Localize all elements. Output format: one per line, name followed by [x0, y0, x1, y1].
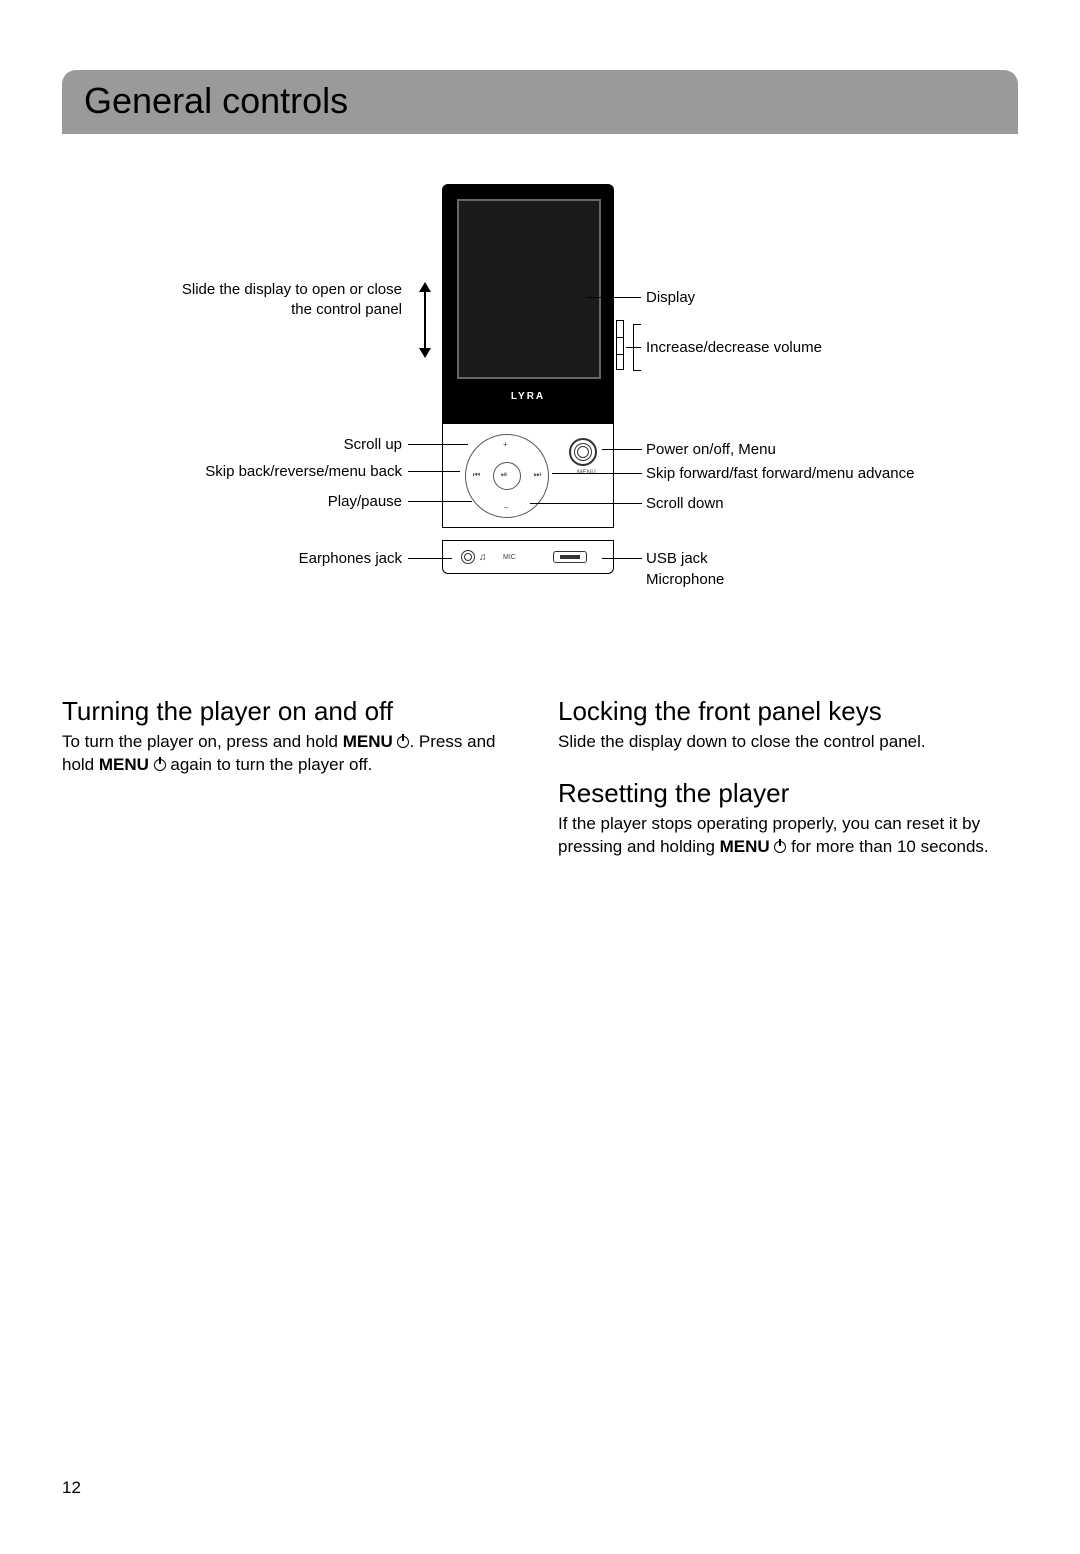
heading-locking: Locking the front panel keys	[558, 696, 1018, 727]
device-control-panel: + – ⏮ ⏭ ⏯ MENU	[442, 424, 614, 528]
leader-line	[602, 558, 642, 559]
para-turning: To turn the player on, press and hold ME…	[62, 731, 522, 777]
callout-play-pause: Play/pause	[172, 492, 402, 512]
heading-turning: Turning the player on and off	[62, 696, 522, 727]
right-column: Locking the front panel keys Slide the d…	[558, 690, 1018, 859]
dpad-play-icon: ⏯	[501, 470, 507, 480]
body-columns: Turning the player on and off To turn th…	[62, 690, 1018, 859]
dpad-fwd-icon: ⏭	[534, 470, 541, 480]
mic-label: MIC	[503, 554, 516, 561]
power-icon	[154, 759, 166, 771]
dpad-plus-icon: +	[503, 440, 508, 449]
power-button-icon	[569, 438, 597, 466]
heading-resetting: Resetting the player	[558, 778, 1018, 809]
leader-line	[408, 444, 468, 445]
callout-mic: Microphone	[646, 570, 724, 590]
leader-line	[408, 471, 460, 472]
dpad-minus-icon: –	[504, 503, 508, 512]
callout-slide: Slide the display to open or close the c…	[172, 280, 402, 321]
para-locking: Slide the display down to close the cont…	[558, 731, 1018, 754]
callout-skip-fwd: Skip forward/fast forward/menu advance	[646, 464, 914, 484]
device-outline: LYRA + – ⏮ ⏭ ⏯ MENU ♫ MIC	[442, 184, 614, 584]
device-diagram: LYRA + – ⏮ ⏭ ⏯ MENU ♫ MIC	[62, 184, 1018, 654]
callout-scroll-down: Scroll down	[646, 494, 724, 514]
callout-display: Display	[646, 288, 695, 308]
leader-line	[408, 501, 472, 502]
leader-line	[552, 473, 642, 474]
leader-line	[587, 297, 641, 298]
leader-line	[633, 324, 634, 370]
leader-line	[408, 558, 452, 559]
device-display-area: LYRA	[442, 184, 614, 424]
leader-line	[602, 449, 642, 450]
page-number: 12	[62, 1478, 81, 1498]
page-title: General controls	[84, 80, 996, 122]
callout-power: Power on/off, Menu	[646, 440, 776, 460]
power-icon	[774, 841, 786, 853]
left-column: Turning the player on and off To turn th…	[62, 690, 522, 859]
leader-line	[633, 324, 641, 325]
leader-line	[530, 503, 642, 504]
slide-arrow-icon	[418, 282, 432, 358]
device-logo: LYRA	[443, 391, 613, 402]
page-header: General controls	[62, 70, 1018, 134]
device-bottom-ports: ♫ MIC	[442, 540, 614, 574]
callout-usb: USB jack	[646, 549, 708, 569]
callout-volume: Increase/decrease volume	[646, 338, 822, 358]
callout-skip-back: Skip back/reverse/menu back	[102, 462, 402, 482]
para-resetting: If the player stops operating properly, …	[558, 813, 1018, 859]
leader-line	[633, 370, 641, 371]
power-icon	[397, 736, 409, 748]
volume-rocker-icon	[616, 320, 624, 370]
dpad: + – ⏮ ⏭ ⏯	[465, 434, 549, 518]
dpad-back-icon: ⏮	[473, 470, 480, 480]
device-screen	[457, 199, 601, 379]
callout-scroll-up: Scroll up	[172, 435, 402, 455]
callout-earphones: Earphones jack	[172, 549, 402, 569]
headphone-icon: ♫	[479, 552, 487, 563]
